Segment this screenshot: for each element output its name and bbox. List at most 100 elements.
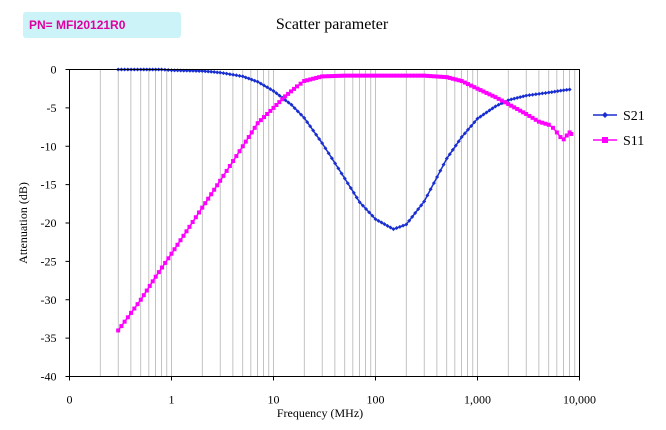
data-point <box>391 227 396 232</box>
data-point <box>561 88 566 93</box>
data-point <box>561 137 566 142</box>
data-point <box>227 72 232 77</box>
data-point <box>422 73 427 78</box>
data-point <box>551 125 556 130</box>
data-point <box>546 90 551 95</box>
data-point <box>447 75 452 80</box>
data-point <box>554 130 559 135</box>
data-point <box>323 146 328 151</box>
data-point <box>212 70 217 75</box>
data-point <box>243 139 248 144</box>
data-point <box>258 118 263 123</box>
data-point <box>391 73 396 78</box>
data-point <box>119 324 124 329</box>
x-tick-label: 1 <box>169 393 175 407</box>
data-point <box>493 95 498 100</box>
data-point <box>385 223 390 228</box>
data-point <box>218 178 223 183</box>
data-point <box>308 77 313 82</box>
data-point <box>138 297 143 302</box>
data-point <box>431 74 436 79</box>
data-point <box>212 187 217 192</box>
data-point <box>218 70 223 75</box>
data-point <box>373 217 378 222</box>
data-point <box>360 203 365 208</box>
y-tick-label: -20 <box>41 216 57 230</box>
data-point <box>496 96 501 101</box>
data-point <box>289 89 294 94</box>
data-point <box>206 196 211 201</box>
data-point <box>394 225 399 230</box>
data-point <box>125 315 130 320</box>
data-point <box>283 98 288 103</box>
data-point <box>419 203 424 208</box>
data-point <box>543 121 548 126</box>
data-point <box>339 171 344 176</box>
data-point <box>172 247 177 252</box>
data-point <box>314 132 319 137</box>
data-point <box>302 79 307 84</box>
data-point <box>462 131 467 136</box>
data-point <box>379 73 384 78</box>
data-point <box>456 139 461 144</box>
data-point <box>364 207 369 212</box>
data-point <box>376 73 381 78</box>
data-point <box>178 238 183 243</box>
data-point <box>286 100 291 105</box>
data-point <box>302 115 307 120</box>
data-point <box>506 98 511 103</box>
data-point <box>506 102 511 107</box>
data-point <box>527 93 532 98</box>
data-point <box>271 88 276 93</box>
data-point <box>478 114 483 119</box>
data-point <box>314 75 319 80</box>
data-point <box>336 73 341 78</box>
data-point <box>512 105 517 110</box>
data-point <box>150 279 155 284</box>
data-point <box>342 73 347 78</box>
data-point <box>543 90 548 95</box>
data-point <box>215 70 220 75</box>
data-point <box>311 76 316 81</box>
y-tick-label: -30 <box>41 293 57 307</box>
data-point <box>400 73 405 78</box>
data-point <box>459 79 464 84</box>
data-point <box>478 88 483 93</box>
data-point <box>459 135 464 140</box>
x-tick-label: 1,000 <box>464 393 491 407</box>
y-tick-label: -10 <box>41 139 57 153</box>
data-point <box>144 288 149 293</box>
data-point <box>540 120 545 125</box>
data-point <box>466 127 471 132</box>
data-point <box>352 73 357 78</box>
data-point <box>184 229 189 234</box>
data-point <box>444 156 449 161</box>
data-point <box>441 74 446 79</box>
data-point <box>345 181 350 186</box>
data-point <box>274 102 279 107</box>
data-point <box>116 328 121 333</box>
data-point <box>246 135 251 140</box>
data-point <box>422 199 427 204</box>
data-point <box>249 77 254 82</box>
data-point <box>231 72 236 77</box>
data-point <box>537 91 542 96</box>
y-axis-label: Attenuation (dB) <box>16 182 30 264</box>
data-point <box>435 74 440 79</box>
data-point <box>262 83 267 88</box>
data-point <box>237 149 242 154</box>
data-point <box>382 73 387 78</box>
data-point <box>280 97 285 102</box>
data-point <box>190 220 195 225</box>
data-point <box>234 154 239 159</box>
data-point <box>409 73 414 78</box>
data-point <box>129 310 134 315</box>
data-point <box>333 73 338 78</box>
data-point <box>509 103 514 108</box>
series-s11 <box>116 73 574 333</box>
data-point <box>397 73 402 78</box>
data-point <box>135 302 140 307</box>
data-point <box>512 96 517 101</box>
data-point <box>166 256 171 261</box>
data-point <box>527 113 532 118</box>
